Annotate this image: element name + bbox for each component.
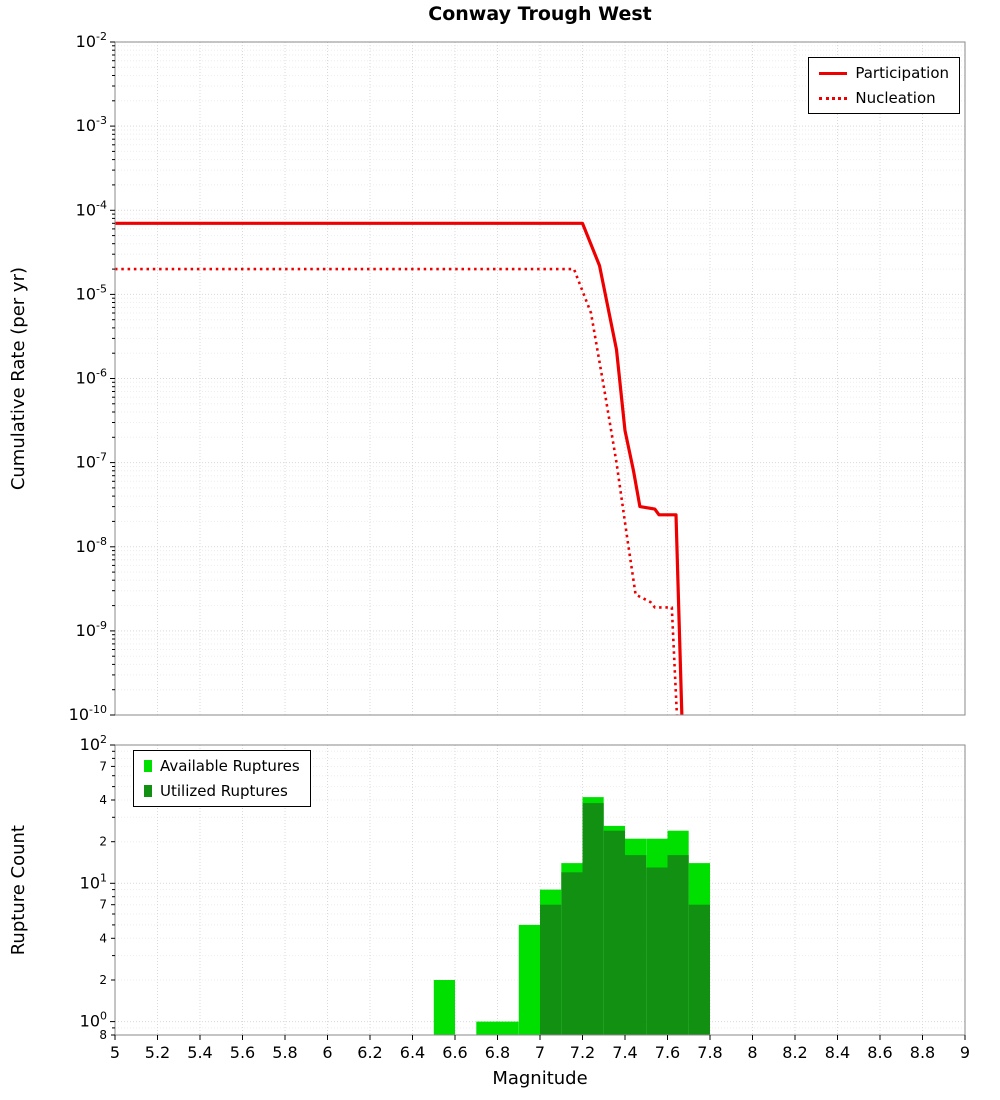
x-tick-label: 5.4 <box>187 1043 212 1062</box>
rate-legend: Participation Nucleation <box>808 57 960 114</box>
utilized-bar <box>561 872 583 1035</box>
available-ruptures-legend-label: Available Ruptures <box>160 757 300 775</box>
x-tick-label: 7.8 <box>697 1043 722 1062</box>
x-tick-label: 6.6 <box>442 1043 467 1062</box>
y-tick-label: 10-8 <box>76 535 107 556</box>
x-tick-label: 8.8 <box>910 1043 935 1062</box>
x-tick-labels: 5 5.2 5.4 5.6 5.8 6 6.2 6.4 6.6 6.8 7 7.2 7.4 7.6 7.8 8… <box>110 1043 970 1062</box>
y-tick-label: 10-2 <box>76 30 107 51</box>
x-tick-label: 5 <box>110 1043 120 1062</box>
utilized-bars <box>540 803 710 1035</box>
available-bar <box>476 1021 498 1035</box>
y-minor-tick-label: 8 <box>99 1028 107 1042</box>
utilized-bar <box>582 803 604 1035</box>
x-tick-label: 6.4 <box>400 1043 425 1062</box>
x-tick-label: 5.2 <box>145 1043 170 1062</box>
x-tick-label: 7.4 <box>612 1043 637 1062</box>
utilized-bar <box>603 830 625 1035</box>
available-bar <box>433 980 455 1035</box>
available-bar <box>518 924 540 1035</box>
nucleation-line-swatch <box>819 96 848 100</box>
nucleation-legend-label: Nucleation <box>855 89 936 107</box>
y-tick-label: 10-4 <box>76 198 107 219</box>
top-y-axis-label: Cumulative Rate (per yr) <box>7 266 29 491</box>
x-tick-label: 9 <box>960 1043 970 1062</box>
legend-item-utilized-ruptures: Utilized Ruptures <box>144 782 300 800</box>
y-tick-labels: 10-2 10-3 10-4 10-5 10-6 10-7 10-8 10-9 10-10 102… <box>69 30 107 1042</box>
legend-item-participation: Participation <box>819 64 949 82</box>
x-tick-label: 8.4 <box>825 1043 850 1062</box>
available-bar <box>497 1021 519 1035</box>
x-tick-label: 6.8 <box>485 1043 510 1062</box>
y-minor-tick-label: 7 <box>99 759 107 773</box>
y-tick-label: 10-3 <box>76 114 107 135</box>
nucleation-line <box>115 267 679 715</box>
participation-line-swatch <box>819 71 848 75</box>
y-tick-label: 10-9 <box>76 619 107 640</box>
y-tick-label: 100 <box>80 1010 107 1031</box>
utilized-ruptures-legend-label: Utilized Ruptures <box>160 782 288 800</box>
rate-curves <box>115 221 684 715</box>
x-tick-label: 7.2 <box>570 1043 595 1062</box>
y-tick-label: 10-10 <box>69 703 107 724</box>
y-minor-tick-label: 4 <box>99 793 107 807</box>
x-tick-label: 8.2 <box>782 1043 807 1062</box>
utilized-bar <box>540 904 562 1035</box>
y-tick-label: 10-6 <box>76 367 107 388</box>
legend-item-nucleation: Nucleation <box>819 89 949 107</box>
utilized-bar <box>625 855 647 1035</box>
y-tick-label: 102 <box>80 733 107 754</box>
x-tick-label: 5.6 <box>230 1043 255 1062</box>
x-axis-label: Magnitude <box>492 1068 588 1089</box>
chart-title: Conway Trough West <box>428 3 652 25</box>
participation-line <box>115 221 684 715</box>
y-minor-tick-label: 2 <box>99 973 107 987</box>
participation-legend-label: Participation <box>855 64 949 82</box>
utilized-bar <box>667 855 689 1035</box>
y-tick-label: 10-5 <box>76 282 107 303</box>
x-tick-label: 5.8 <box>272 1043 297 1062</box>
x-tick-label: 7.6 <box>655 1043 680 1062</box>
utilized-bar <box>688 904 710 1035</box>
rupture-legend: Available Ruptures Utilized Ruptures <box>133 750 311 807</box>
y-minor-tick-label: 4 <box>99 931 107 945</box>
y-minor-tick-label: 2 <box>99 835 107 849</box>
bottom-y-axis-label: Rupture Count <box>7 824 29 956</box>
x-tick-label: 8 <box>747 1043 757 1062</box>
y-tick-label: 10-7 <box>76 451 107 472</box>
utilized-ruptures-swatch <box>144 785 152 797</box>
axis-ticks <box>110 41 966 1040</box>
y-minor-tick-label: 7 <box>99 898 107 912</box>
x-tick-label: 8.6 <box>867 1043 892 1062</box>
x-tick-label: 6 <box>322 1043 332 1062</box>
x-tick-label: 6.2 <box>357 1043 382 1062</box>
bottom-y-axis-label-wrap: Rupture Count <box>0 745 36 1035</box>
available-ruptures-swatch <box>144 760 152 772</box>
top-y-axis-label-wrap: Cumulative Rate (per yr) <box>0 42 36 715</box>
y-tick-label: 101 <box>80 871 107 892</box>
x-tick-label: 7 <box>535 1043 545 1062</box>
legend-item-available-ruptures: Available Ruptures <box>144 757 300 775</box>
utilized-bar <box>646 867 668 1035</box>
